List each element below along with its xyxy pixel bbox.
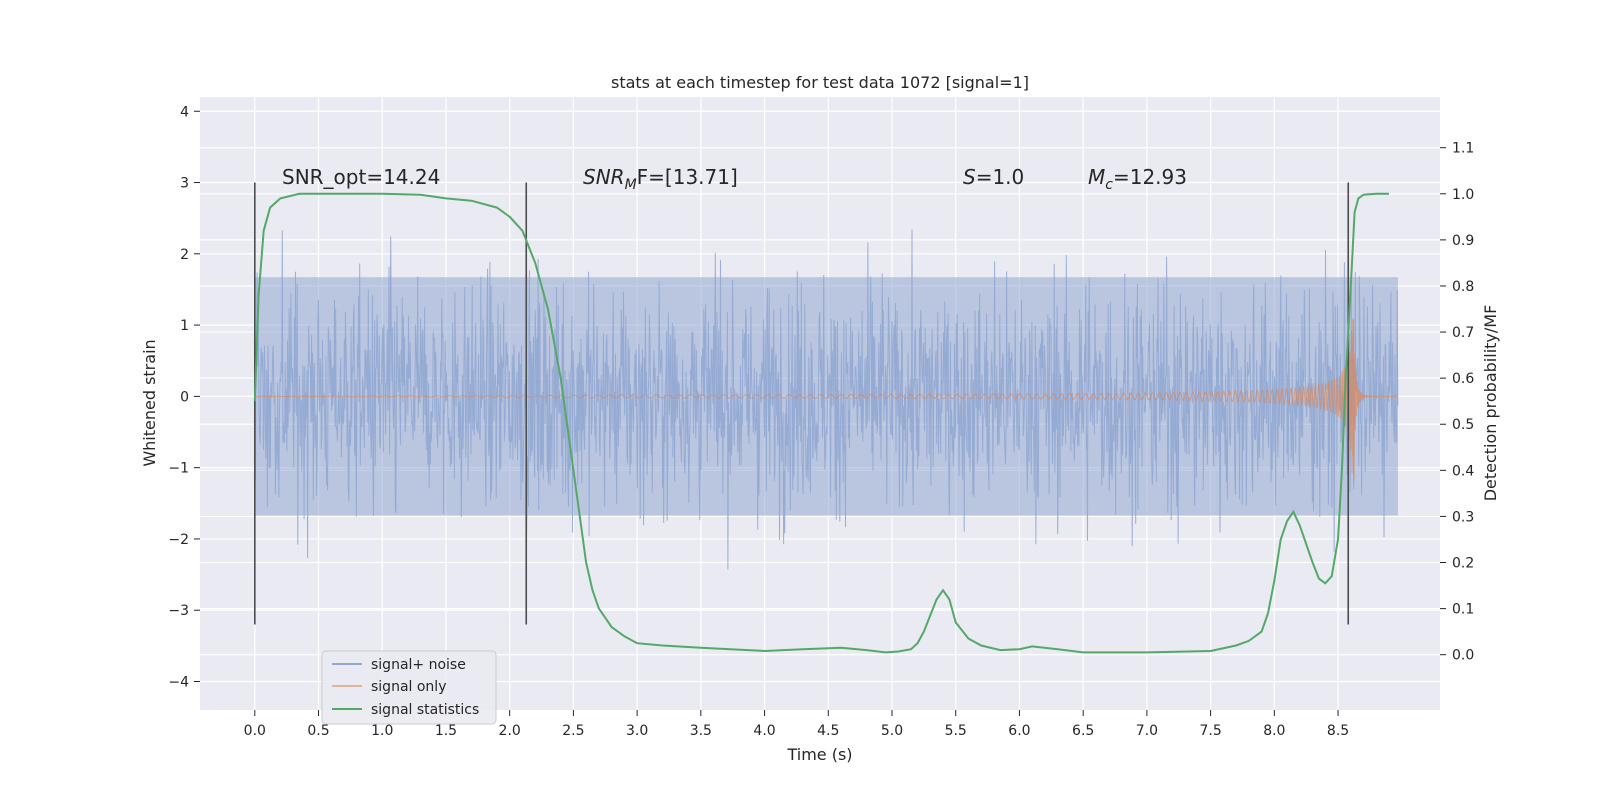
s-value: =1.0	[976, 165, 1025, 189]
x-tick-label: 5.5	[945, 723, 967, 739]
y-tick-label: −4	[168, 674, 189, 690]
snr-mf-var: SNR	[583, 165, 625, 189]
annotation-snr-mf: SNRMF=[13.71]	[583, 165, 738, 193]
x-tick-label: 7.5	[1199, 723, 1221, 739]
y-tick-label: 3	[180, 176, 189, 192]
y2-tick-label: 0.6	[1452, 371, 1474, 387]
y2-tick-label: 1.1	[1452, 141, 1474, 157]
y2-tick-label: 0.1	[1452, 602, 1474, 618]
y-tick-label: −2	[168, 532, 189, 548]
y-tick-label: 2	[180, 247, 189, 263]
signal-only-series	[254, 318, 1398, 482]
x-tick-label: 1.5	[435, 723, 457, 739]
signal-statistics-line	[253, 192, 1389, 654]
y2-tick-label: 0.3	[1452, 509, 1474, 525]
chart-title: stats at each timestep for test data 107…	[611, 73, 1029, 92]
y2-tick-label: 0.4	[1452, 463, 1474, 479]
y2-tick-label: 1.0	[1452, 187, 1474, 203]
x-tick-label: 4.0	[753, 723, 775, 739]
annotation-s: S=1.0	[963, 165, 1024, 189]
x-tick-label: 8.0	[1263, 723, 1285, 739]
y-axis-label: Whitened strain	[140, 339, 159, 466]
x-axis-label: Time (s)	[786, 745, 852, 764]
snr-mf-sub: M	[625, 177, 637, 193]
s-var: S	[963, 165, 976, 189]
legend-label-signal: signal only	[371, 679, 446, 695]
legend: signal+ noise signal only signal statist…	[321, 650, 497, 725]
legend-label-noise: signal+ noise	[371, 657, 466, 673]
x-tick-label: 1.0	[371, 723, 393, 739]
y-ticks: −4 −3 −2 −1 0 1 2 3 4	[168, 104, 200, 690]
x-tick-label: 0.5	[307, 723, 329, 739]
x-tick-label: 2.0	[499, 723, 521, 739]
plot-content	[253, 182, 1399, 654]
mc-value: =12.93	[1113, 165, 1187, 189]
y2-axis-label: Detection probability/MF	[1481, 305, 1500, 502]
y-tick-label: −1	[168, 461, 189, 477]
y2-tick-label: 0.5	[1452, 417, 1474, 433]
snr-mf-value: F=[13.71]	[637, 165, 738, 189]
x-tick-label: 7.0	[1136, 723, 1158, 739]
x-tick-label: 6.5	[1072, 723, 1094, 739]
x-tick-label: 4.5	[817, 723, 839, 739]
y-tick-label: 4	[180, 104, 189, 120]
x-tick-label: 0.0	[244, 723, 266, 739]
x-ticks: 0.0 0.5 1.0 1.5 2.0 2.5 3.0 3.5 4.0 4.5 5.0 5.5 6.0 6…	[244, 710, 1349, 739]
y2-tick-label: 0.7	[1452, 325, 1474, 341]
y2-tick-label: 0.0	[1452, 648, 1474, 664]
y-tick-label: −3	[168, 603, 189, 619]
annotation-snr-opt: SNR_opt=14.24	[282, 165, 440, 189]
annotation-mc: Mc=12.93	[1088, 165, 1187, 193]
y2-tick-label: 0.2	[1452, 556, 1474, 572]
y2-tick-label: 0.8	[1452, 279, 1474, 295]
y-tick-label: 1	[180, 318, 189, 334]
x-tick-label: 3.0	[626, 723, 648, 739]
x-tick-label: 6.0	[1008, 723, 1030, 739]
x-tick-label: 3.5	[690, 723, 712, 739]
y2-ticks: 0.0 0.1 0.2 0.3 0.4 0.5 0.6 0.7 0.8 0.9 1.0 1.1	[1440, 141, 1474, 664]
legend-label-stat: signal statistics	[371, 702, 479, 718]
x-tick-label: 8.5	[1327, 723, 1349, 739]
x-tick-label: 5.0	[881, 723, 903, 739]
y-tick-label: 0	[180, 389, 189, 405]
mc-sub: c	[1105, 177, 1113, 193]
y2-tick-label: 0.9	[1452, 233, 1474, 249]
vertical-markers	[253, 182, 1350, 625]
mc-var: M	[1088, 165, 1105, 189]
legend-box	[321, 650, 497, 725]
x-tick-label: 2.5	[562, 723, 584, 739]
signal-only-line	[254, 318, 1398, 482]
